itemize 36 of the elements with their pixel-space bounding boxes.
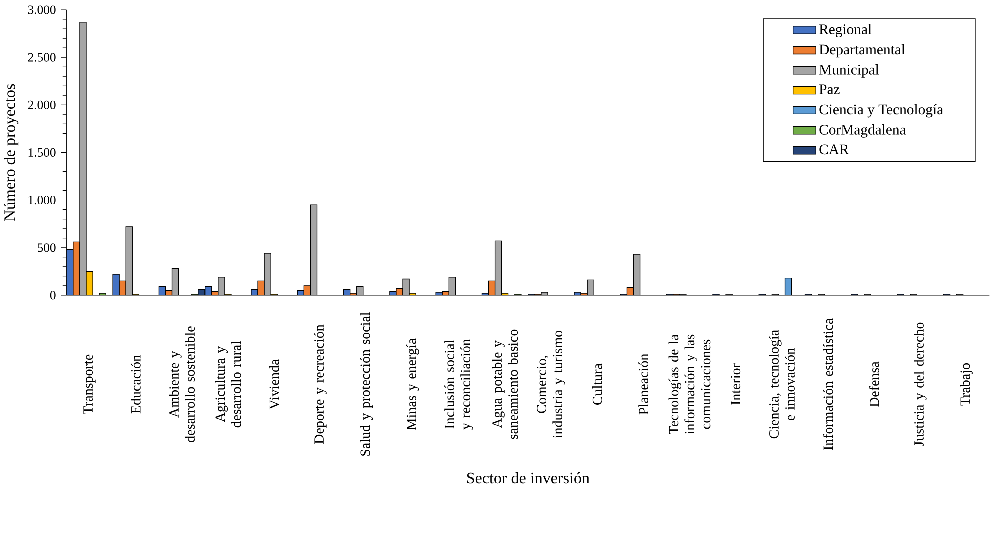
x-tick-label: Agricultura y desarrollo rural xyxy=(215,341,242,428)
x-tick-label: Inclusión social y reconciliación xyxy=(444,339,474,430)
x-tick-label: Información estadística xyxy=(823,318,834,450)
y-tick-label: 500 xyxy=(38,243,56,252)
x-tick-label: Ambiente y desarrollo sostenible xyxy=(169,326,196,442)
x-tick-label: Educación xyxy=(130,355,141,414)
y-tick-label: 0 xyxy=(50,291,56,300)
y-axis-title: Número de proyectos xyxy=(4,84,19,222)
legend-label: Ciencia y Tecnología xyxy=(820,104,944,118)
x-tick-label: Defensa xyxy=(869,362,880,407)
x-tick-label: Comercio, industria y turismo xyxy=(537,330,566,438)
legend-label: Paz xyxy=(820,84,840,94)
x-tick-label: Justicia y del derecho xyxy=(914,322,927,446)
legend-label: Municipal xyxy=(820,64,880,78)
y-tick-label: 3.000 xyxy=(28,6,56,14)
y-tick-label: 2.500 xyxy=(28,53,56,62)
legend-label: Regional xyxy=(820,24,872,38)
x-tick-label: Interior xyxy=(731,364,741,405)
x-tick-label: Minas y energía xyxy=(406,338,420,430)
x-tick-label: Vivienda xyxy=(269,359,280,410)
x-tick-label: Transporte xyxy=(84,354,96,414)
y-tick-label: 2.000 xyxy=(28,100,56,110)
x-axis-title: Sector de inversión xyxy=(467,472,590,484)
y-tick-label: 1.500 xyxy=(28,148,56,157)
x-tick-label: Trabajo xyxy=(960,363,973,406)
y-tick-label: 1.000 xyxy=(28,196,56,205)
x-tick-label: Tecnologías de la información y las comunicaciones xyxy=(668,334,711,434)
x-tick-label: Cultura xyxy=(592,364,602,405)
x-tick-label: Ciencia, tecnología e innovación xyxy=(769,330,795,439)
x-tick-label: Salud y protección social xyxy=(360,312,374,456)
legend-label: Departamental xyxy=(820,44,906,58)
x-tick-label: Planeación xyxy=(638,354,649,415)
legend-label: CorMagdalena xyxy=(820,124,906,138)
x-tick-label: Agua potable y saneamiento basico xyxy=(492,330,518,440)
legend-label: CAR xyxy=(820,144,850,154)
x-tick-label: Deporte y recreación xyxy=(314,324,327,444)
